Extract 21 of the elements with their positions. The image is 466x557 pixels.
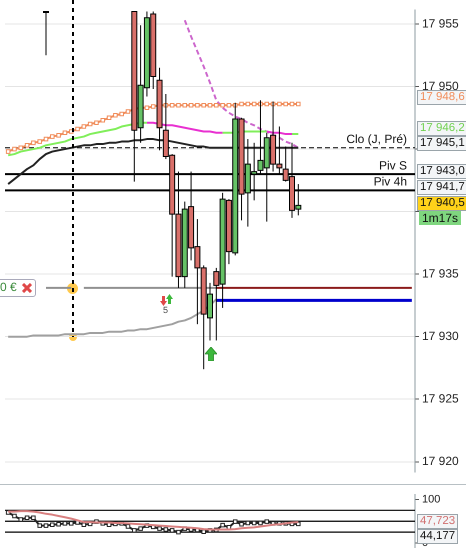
text: 17 943,0 (417, 164, 466, 179)
text: 17 940,5 (417, 196, 466, 211)
text: 17 945,1 (417, 136, 466, 151)
y-tick-label: 17 950 (422, 78, 460, 93)
text: 1m17s (419, 211, 462, 225)
text: 17 946,2 (417, 121, 466, 136)
ref-line-label: Piv S (378, 158, 407, 172)
annotation: 0 € (0, 280, 17, 294)
text: 17 941,7 (417, 180, 466, 195)
text: 17 948,6 (417, 90, 466, 105)
ref-line-label: Clo (J, Pré) (346, 132, 407, 146)
text: 44,177 (417, 529, 458, 544)
y-tick-label: 17 955 (422, 16, 460, 30)
annotation: 5 (163, 305, 168, 315)
y-tick-label: 17 925 (422, 392, 460, 406)
y-tick-label: 17 935 (422, 266, 460, 280)
y-tick-label: 100 (422, 493, 440, 506)
y-tick-label: 17 930 (422, 329, 460, 344)
ref-line-label: Piv 4h (374, 174, 407, 189)
y-tick-label: 17 920 (422, 454, 460, 468)
text: 47,723 (417, 514, 458, 529)
